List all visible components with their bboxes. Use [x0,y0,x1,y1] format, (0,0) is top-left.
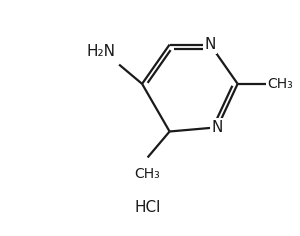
Text: CH₃: CH₃ [268,77,293,91]
Text: CH₃: CH₃ [135,168,161,181]
Text: N: N [212,120,223,135]
Text: HCl: HCl [135,200,161,215]
Text: N: N [204,37,216,52]
Text: H₂N: H₂N [86,44,115,59]
